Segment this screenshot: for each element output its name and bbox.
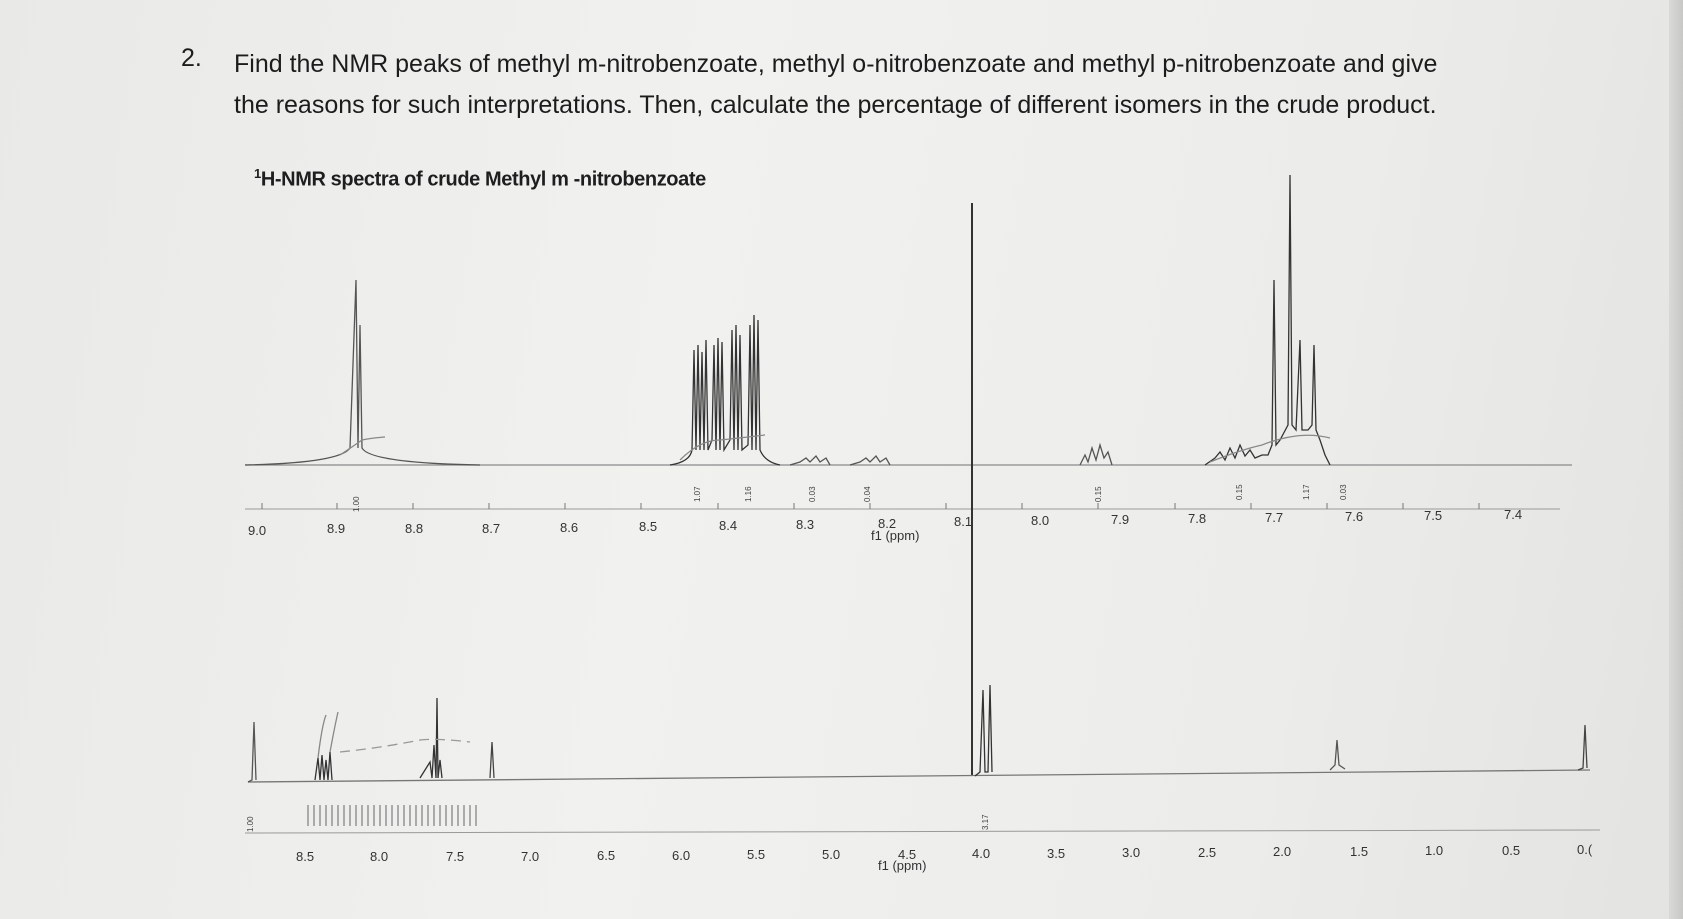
lower-tick-2-5: 2.5 [1198,845,1216,860]
upper-tick-7-8: 7.8 [1188,511,1206,526]
lower-tick-6-0: 6.0 [672,848,690,863]
integral-label: 1.17 [1302,484,1311,500]
lower-tick-0-0: 0.( [1577,842,1593,857]
integral-label: 1.00 [246,816,255,832]
lower-spectrum [247,684,1591,783]
question-number: 2. [181,44,202,72]
integral-label: 1.16 [744,486,753,502]
integral-label: 0.04 [863,486,872,502]
peak-8-2 [849,454,891,466]
lower-tick-3-5: 3.5 [1047,846,1065,861]
lower-peak-aromatic-edge [247,721,257,783]
peak-8-4-integral [679,434,766,461]
question-text: Find the NMR peaks of methyl m-nitrobenz… [234,50,1438,119]
upper-tick-8-6: 8.6 [560,520,578,535]
upper-tick-7-4: 7.4 [1504,507,1522,522]
lower-tick-5-0: 5.0 [822,847,840,862]
peak-7-9 [1079,442,1113,466]
lower-peak-7-2 [489,741,495,779]
upper-tick-8-2: 8.2 [878,516,896,531]
lower-tick-3-0: 3.0 [1122,845,1140,860]
lower-tick-7-5: 7.5 [446,849,464,864]
upper-tick-8-1: 8.1 [954,514,972,529]
upper-tick-9-0: 9.0 [248,523,266,538]
peak-7-7-multiplet [1204,174,1331,466]
peak-8-4-multiplet [669,314,781,466]
upper-axis-ticks [261,503,1480,509]
integral-label: 0.03 [1339,484,1348,500]
lower-integral-2 [329,711,339,753]
integral-label: 0.15 [1094,486,1103,502]
integral-label: 0.15 [1235,484,1244,500]
upper-spectrum [244,174,1572,775]
integral-label: 1.00 [352,496,361,512]
upper-tick-7-6: 7.6 [1345,509,1363,524]
title-superscript: 1 [254,166,261,181]
lower-peak-1-5 [1329,739,1346,771]
lower-axis-line [244,829,1601,834]
upper-tick-7-7: 7.7 [1265,510,1283,525]
lower-baseline [247,769,1591,783]
upper-tick-7-5: 7.5 [1424,508,1442,523]
title-text: H-NMR spectra of crude Methyl m -nitrobe… [260,168,706,191]
lower-integral-1 [317,714,327,759]
lower-axis-unit: f1 (ppm) [878,858,926,873]
page-edge [1669,0,1683,919]
lower-peak-methyl [974,684,993,777]
peak-7-7-integral [1209,434,1331,463]
lower-tick-2-0: 2.0 [1273,844,1291,859]
peak-8-3 [789,454,831,466]
spectrum-title: 1H-NMR spectra of crude Methyl m -nitrob… [254,166,706,192]
lower-tick-5-5: 5.5 [747,847,765,862]
upper-tick-8-0: 8.0 [1031,513,1049,528]
upper-tick-8-7: 8.7 [482,521,500,536]
lower-tick-labels: 8.5 8.0 7.5 7.0 6.5 6.0 5.5 5.0 4.5 f1 (… [296,842,1593,873]
lower-tick-7-0: 7.0 [521,849,539,864]
upper-tick-7-9: 7.9 [1111,512,1129,527]
lower-tick-4-0: 4.0 [972,846,990,861]
upper-tick-8-3: 8.3 [796,517,814,532]
lower-peak-0-0 [1577,724,1588,771]
lower-tick-1-0: 1.0 [1425,843,1443,858]
lower-integral-3 [339,738,471,753]
lower-tick-8-5: 8.5 [296,849,314,864]
peak-8-9-integral [339,436,386,456]
upper-tick-8-8: 8.8 [405,521,423,536]
lower-integrals: 1.00 3.17 [246,814,990,832]
integral-label: 0.03 [808,486,817,502]
integral-label: 3.17 [981,814,990,830]
integral-label: 1.07 [693,486,702,502]
lower-tick-4-5: 4.5 [898,847,916,862]
lower-tick-0-5: 0.5 [1502,843,1520,858]
upper-axis-unit: f1 (ppm) [871,528,919,543]
lower-integral-cluster [307,805,477,826]
lower-tick-6-5: 6.5 [597,848,615,863]
peak-8-9 [244,279,481,466]
upper-tick-8-5: 8.5 [639,519,657,534]
upper-tick-labels: 9.0 8.9 8.8 8.7 8.6 8.5 8.4 8.3 8.2 f1 (… [248,507,1522,543]
lower-peak-aromatic [314,697,443,781]
lower-tick-8-0: 8.0 [370,849,388,864]
lower-tick-1-5: 1.5 [1350,844,1368,859]
upper-tick-8-4: 8.4 [719,518,737,533]
upper-tick-8-9: 8.9 [327,521,345,536]
upper-integrals: 1.00 1.07 1.16 0.03 0.04 0.15 0.15 1.17 … [352,484,1348,512]
